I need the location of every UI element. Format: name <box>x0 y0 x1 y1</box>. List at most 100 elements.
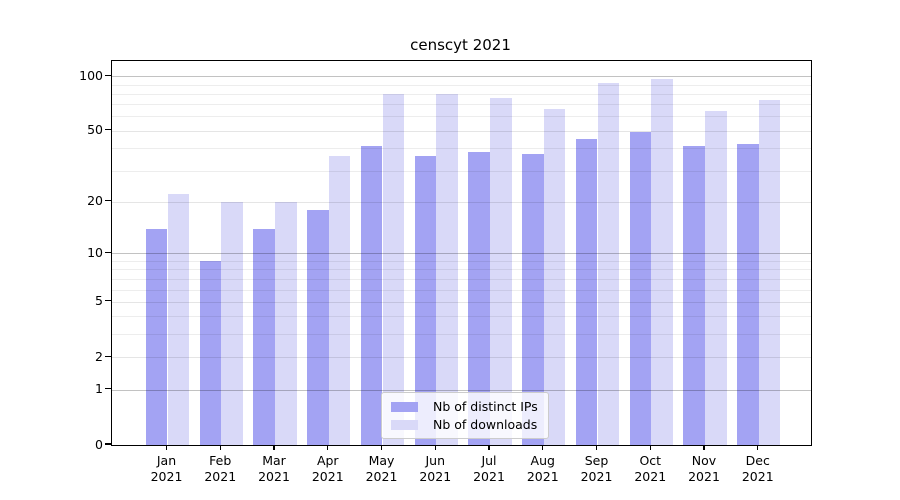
legend-item-downloads: Nb of downloads <box>391 417 538 432</box>
x-tick-label-line: Sep <box>584 453 609 468</box>
bar-ips-aug <box>522 154 544 445</box>
x-tick-mark <box>757 445 759 450</box>
gridline-9 <box>112 261 811 262</box>
gridline-80 <box>112 93 811 95</box>
x-tick-label-line: 2021 <box>311 469 344 484</box>
y-tick-mark <box>105 74 111 76</box>
gridline-6 <box>112 289 811 291</box>
bar-ips-oct <box>629 132 652 445</box>
y-tick-mark <box>105 300 111 302</box>
gridline-8 <box>112 269 811 271</box>
x-tick-label-line: Apr <box>316 453 339 468</box>
x-tick-mark <box>488 445 490 450</box>
y-tick-mark <box>105 251 111 253</box>
x-tick-label-line: 2021 <box>580 469 613 484</box>
legend-item-distinct-ips: Nb of distinct IPs <box>391 399 538 414</box>
y-tick-label-10: 10 <box>87 244 103 260</box>
x-tick-label-line: Mar <box>262 453 286 468</box>
gridline-5 <box>112 301 811 303</box>
y-tick-mark <box>105 355 111 357</box>
gridline-50 <box>112 130 811 132</box>
gridline-30 <box>112 170 811 172</box>
x-tick-mark <box>703 445 705 450</box>
bar-ips-apr <box>307 209 329 445</box>
x-tick-label-mar: Mar 2021 <box>246 453 302 485</box>
x-tick-label-line: Jan <box>156 453 177 468</box>
y-tick-mark <box>105 388 111 390</box>
gridline-20 <box>112 201 811 203</box>
y-tick-label-1: 1 <box>95 381 103 397</box>
bar-downloads-feb <box>221 201 243 445</box>
y-tick-label-0: 0 <box>95 436 103 452</box>
bar-downloads-apr <box>328 156 351 445</box>
x-tick-label-jan: Jan 2021 <box>139 453 195 485</box>
y-tick-label-2: 2 <box>95 348 103 364</box>
bar-downloads-may <box>382 93 405 445</box>
gridline-70 <box>112 104 811 106</box>
gridline-40 <box>112 148 811 150</box>
x-tick-label-aug: Aug 2021 <box>515 453 571 485</box>
bar-downloads-jul <box>490 97 512 445</box>
x-tick-mark <box>273 445 275 450</box>
bar-downloads-nov <box>705 111 727 445</box>
gridline-3 <box>112 334 811 336</box>
legend-swatch-downloads-icon <box>391 419 418 430</box>
plot-area: Nb of distinct IPs Nb of downloads <box>111 60 812 446</box>
x-tick-label-line: Oct <box>639 453 662 468</box>
x-tick-label-line: Dec <box>745 453 770 468</box>
legend: Nb of distinct IPs Nb of downloads <box>381 392 549 439</box>
x-tick-label-line: Feb <box>209 453 232 468</box>
bar-ips-dec <box>737 144 759 445</box>
x-tick-label-line: 2021 <box>419 469 452 484</box>
gridline-1 <box>112 389 811 391</box>
bar-downloads-jun <box>436 93 458 445</box>
y-tick-label-100: 100 <box>79 67 103 83</box>
x-tick-label-sep: Sep 2021 <box>569 453 625 485</box>
x-tick-label-line: 2021 <box>741 469 774 484</box>
bar-downloads-aug <box>543 109 566 445</box>
x-tick-label-oct: Oct 2021 <box>622 453 678 485</box>
x-tick-label-line: Jul <box>481 453 497 468</box>
x-tick-label-nov: Nov 2021 <box>676 453 732 485</box>
gridline-100 <box>112 76 811 78</box>
gridline-2 <box>112 357 811 359</box>
x-tick-label-line: 2021 <box>365 469 398 484</box>
bar-downloads-jan <box>167 194 190 445</box>
x-tick-label-jun: Jun 2021 <box>407 453 463 485</box>
bar-ips-sep <box>575 139 598 445</box>
bar-ips-jul <box>468 152 490 445</box>
x-tick-mark <box>327 445 329 450</box>
bar-downloads-oct <box>651 78 673 445</box>
x-tick-label-may: May 2021 <box>354 453 410 485</box>
legend-label-downloads: Nb of downloads <box>433 417 538 432</box>
y-tick-mark <box>105 129 111 131</box>
bar-ips-may <box>360 146 383 445</box>
x-tick-label-line: 2021 <box>473 469 505 484</box>
x-tick-mark <box>595 445 598 450</box>
x-tick-label-line: 2021 <box>634 469 667 484</box>
x-tick-label-line: Jun <box>425 453 446 468</box>
bar-ips-nov <box>683 146 705 445</box>
x-tick-mark <box>165 445 168 450</box>
bar-downloads-dec <box>758 100 781 445</box>
bar-ips-feb <box>199 261 222 445</box>
x-tick-label-line: 2021 <box>150 469 183 484</box>
bar-ips-jan <box>145 228 168 445</box>
y-tick-label-5: 5 <box>95 293 103 309</box>
x-tick-label-feb: Feb 2021 <box>192 453 248 485</box>
x-tick-label-line: May <box>368 453 395 468</box>
legend-label-distinct-ips: Nb of distinct IPs <box>433 399 538 414</box>
x-tick-mark <box>434 445 436 450</box>
x-tick-label-jul: Jul 2021 <box>461 453 517 485</box>
y-tick-mark <box>105 200 111 202</box>
gridline-10 <box>112 253 811 255</box>
x-tick-label-apr: Apr 2021 <box>300 453 356 485</box>
y-tick-mark <box>105 443 111 445</box>
bar-downloads-mar <box>275 201 297 445</box>
x-tick-label-line: 2021 <box>204 469 237 484</box>
x-tick-mark <box>380 445 383 450</box>
y-tick-label-50: 50 <box>87 122 103 138</box>
x-tick-label-line: Nov <box>691 453 717 468</box>
x-tick-label-line: 2021 <box>688 469 720 484</box>
gridline-90 <box>112 84 811 86</box>
